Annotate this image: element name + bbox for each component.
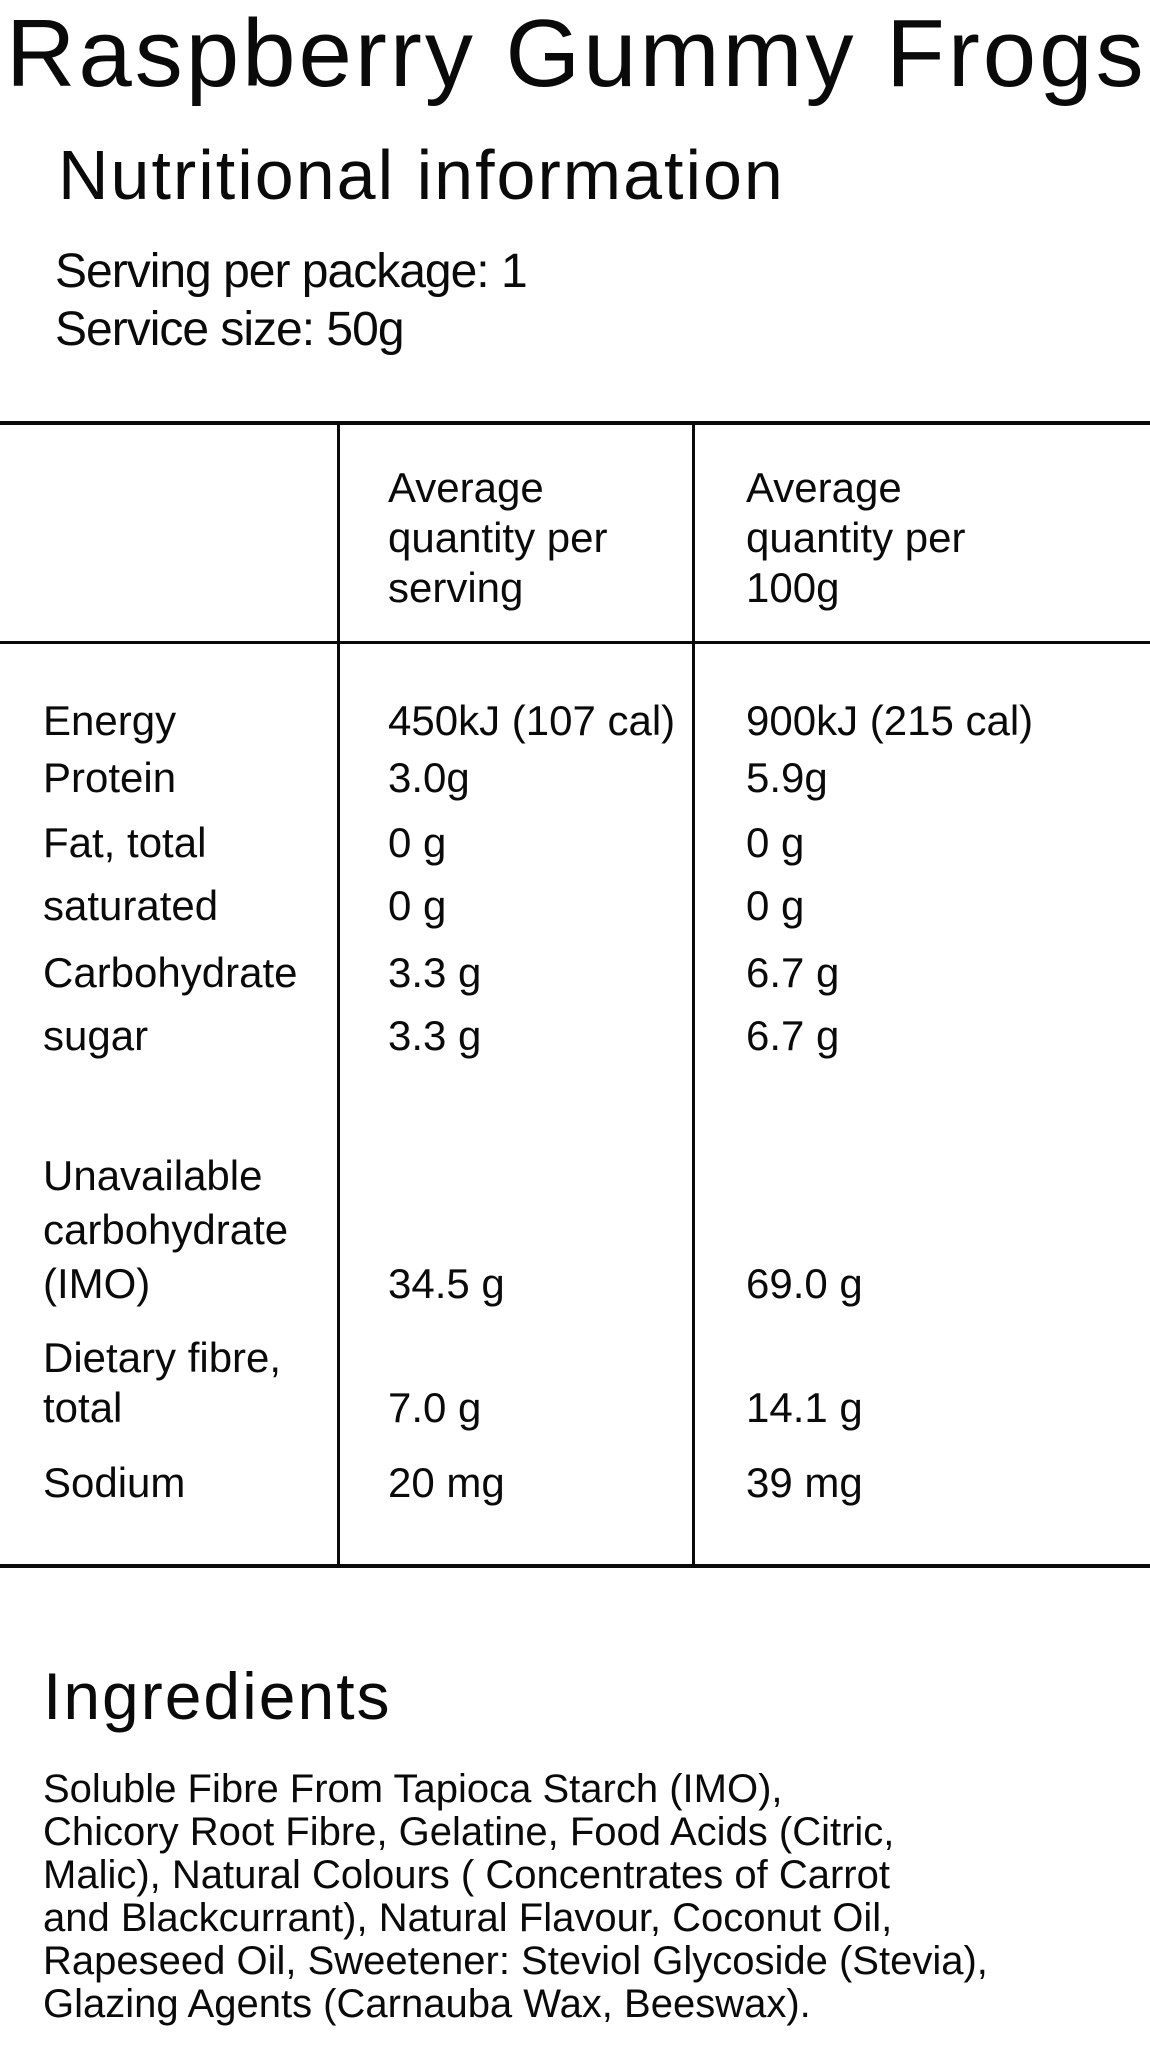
row-value-per-100g: 6.7 g — [746, 949, 840, 996]
row-value-per-100g: 14.1 g — [746, 1384, 863, 1431]
row-value-per-serving: 7.0 g — [388, 1384, 482, 1431]
row-value-per-100g: 900kJ (215 cal) — [746, 697, 1034, 744]
row-value-per-100g: 0 g — [746, 819, 805, 866]
row-label: Energy — [43, 697, 177, 744]
row-value-per-serving: 0 g — [388, 819, 447, 866]
row-value-per-serving: 20 mg — [388, 1459, 505, 1506]
table-column-divider-1 — [337, 421, 340, 1568]
row-value-per-serving: 3.0g — [388, 754, 470, 801]
row-value-per-serving: 34.5 g — [388, 1260, 505, 1307]
ingredients-text-line: Chicory Root Fibre, Gelatine, Food Acids… — [43, 1810, 895, 1854]
table-header-separator — [0, 641, 1150, 644]
column-header-per-100g: Average quantity per 100g — [746, 464, 966, 611]
row-label: saturated — [43, 882, 219, 929]
row-value-per-serving: 3.3 g — [388, 1012, 482, 1059]
row-value-per-100g: 39 mg — [746, 1459, 863, 1506]
row-value-per-100g: 6.7 g — [746, 1012, 840, 1059]
ingredients-heading: Ingredients — [43, 1659, 392, 1733]
serving-per-package-text: Serving per package: 1 — [55, 245, 528, 298]
row-label: Protein — [43, 754, 177, 801]
row-value-per-serving: 0 g — [388, 882, 447, 929]
row-value-per-100g: 5.9g — [746, 754, 828, 801]
row-label: Fat, total — [43, 819, 207, 866]
ingredients-text-line: Malic), Natural Colours ( Concentrates o… — [43, 1853, 890, 1897]
table-border-bottom — [0, 1564, 1150, 1568]
row-label: Sodium — [43, 1459, 186, 1506]
row-label: Dietary fibre, total — [43, 1334, 282, 1431]
row-value-per-serving: 450kJ (107 cal) — [388, 697, 676, 744]
serving-size-text: Service size: 50g — [55, 303, 405, 356]
ingredients-text-line: Soluble Fibre From Tapioca Starch (IMO), — [43, 1767, 783, 1811]
row-label: sugar — [43, 1012, 149, 1059]
row-value-per-serving: 3.3 g — [388, 949, 482, 996]
section-heading: Nutritional information — [58, 136, 785, 214]
row-value-per-100g: 69.0 g — [746, 1260, 863, 1307]
row-value-per-100g: 0 g — [746, 882, 805, 929]
row-label: Unavailable carbohydrate (IMO) — [43, 1152, 289, 1307]
column-header-per-serving: Average quantity per serving — [388, 464, 608, 611]
ingredients-text-line: Rapeseed Oil, Sweetener: Steviol Glycosi… — [43, 1939, 988, 1983]
table-border-top — [0, 421, 1150, 425]
row-label: Carbohydrate — [43, 949, 298, 996]
ingredients-text-line: Glazing Agents (Carnauba Wax, Beeswax). — [43, 1982, 811, 2026]
table-column-divider-2 — [692, 421, 695, 1568]
ingredients-text-line: and Blackcurrant), Natural Flavour, Coco… — [43, 1896, 893, 1940]
page-title: Raspberry Gummy Frogs — [6, 0, 1147, 107]
